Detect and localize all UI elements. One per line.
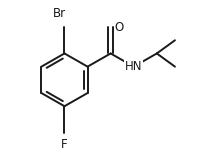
Text: HN: HN: [125, 60, 143, 73]
Text: F: F: [61, 138, 68, 151]
Text: Br: Br: [53, 8, 66, 20]
Text: O: O: [115, 21, 124, 34]
